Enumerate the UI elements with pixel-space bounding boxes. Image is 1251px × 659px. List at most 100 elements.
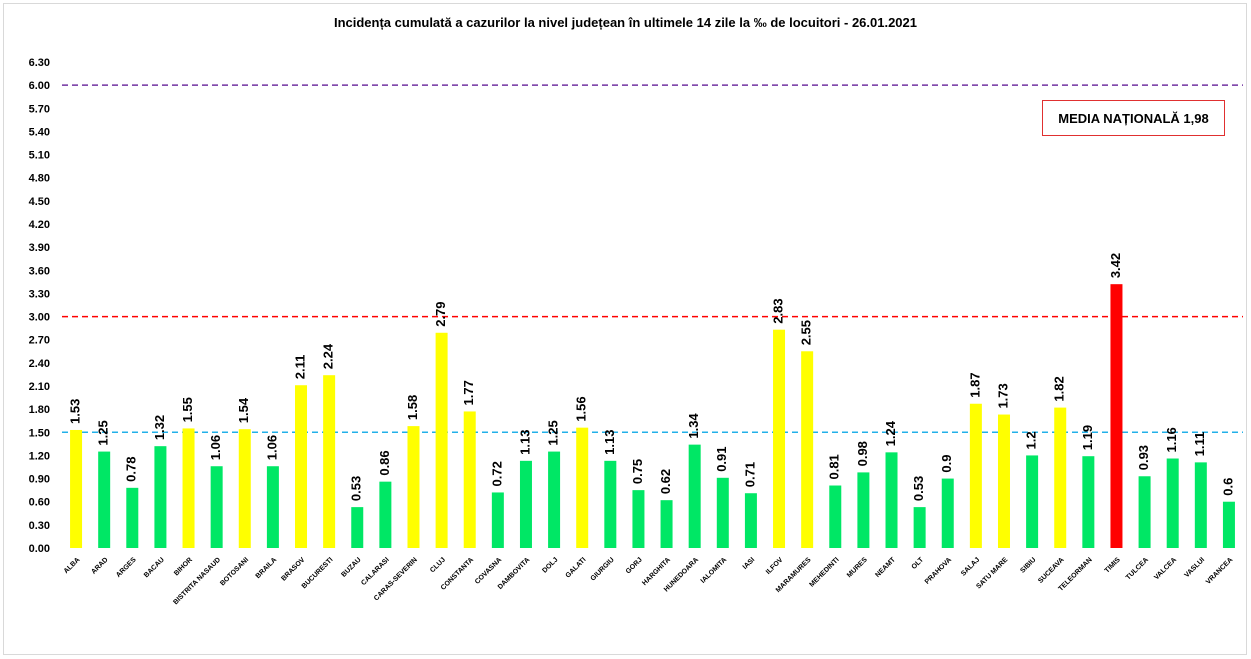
bar-value-label: 1.16 (1164, 427, 1179, 452)
bar (351, 507, 364, 548)
bar-value-label: 1.53 (67, 399, 82, 424)
bar (997, 414, 1010, 548)
bar (1222, 501, 1235, 548)
bar-value-label: 0.98 (855, 441, 870, 466)
national-average-label: MEDIA NAȚIONALĂ 1,98 (1042, 100, 1225, 136)
y-tick-label: 5.10 (29, 150, 50, 162)
bar-value-label: 2.79 (433, 301, 448, 326)
category-label: BOTOSANI (219, 556, 250, 587)
bar (407, 426, 420, 548)
category-label: IALOMITA (700, 556, 729, 585)
y-tick-label: 4.80 (29, 173, 50, 185)
bar-value-label: 0.81 (827, 454, 842, 479)
category-label: ALBA (63, 556, 82, 575)
bar (98, 451, 111, 548)
category-label: MEHEDINTI (809, 556, 841, 588)
bar-value-label: 1.11 (1192, 432, 1207, 457)
bar (744, 493, 757, 548)
bar (295, 385, 308, 548)
bar-value-label: 1.56 (574, 396, 589, 421)
bar-value-label: 3.42 (1108, 253, 1123, 278)
bar-value-label: 1.06 (264, 435, 279, 460)
bar (660, 500, 673, 548)
bar-value-label: 1.24 (883, 420, 898, 446)
category-label: VASLUI (1183, 556, 1206, 579)
bar (941, 478, 954, 548)
bar-value-label: 1.19 (1080, 425, 1095, 450)
bar (70, 429, 83, 548)
y-tick-label: 3.30 (29, 288, 50, 300)
bar (716, 477, 729, 548)
bar-value-label: 0.86 (377, 450, 392, 475)
bar-value-label: 0.71 (742, 462, 757, 487)
category-label: ARGES (115, 556, 138, 579)
category-label: MURES (846, 556, 869, 579)
bar-value-label: 0.53 (349, 476, 364, 501)
bar-value-label: 1.25 (546, 420, 561, 445)
category-label: BUZAU (340, 556, 362, 578)
bar-value-label: 0.91 (714, 446, 729, 471)
category-label: SUCEAVA (1037, 556, 1065, 584)
bar (491, 492, 504, 548)
bar (1054, 407, 1067, 548)
bar-value-label: 1.06 (208, 435, 223, 460)
bar (969, 403, 982, 548)
category-label: GIURGIU (590, 556, 616, 582)
category-label: BIHOR (173, 556, 194, 577)
category-label: ARAD (90, 556, 109, 575)
bar (688, 444, 701, 548)
bar (801, 351, 814, 548)
bar (154, 446, 167, 548)
bar-value-label: 0.62 (658, 469, 673, 494)
category-label: ILFOV (765, 556, 785, 576)
category-label: PRAHOVA (924, 556, 953, 585)
category-label: IASI (742, 556, 757, 571)
y-tick-label: 6.30 (29, 57, 50, 69)
y-tick-label: 4.20 (29, 219, 50, 231)
bar-value-label: 1.55 (180, 397, 195, 422)
category-label: VRANCEA (1205, 556, 1234, 585)
category-label: NEAMT (874, 556, 897, 579)
category-label: BRASOV (280, 556, 306, 582)
bar-value-label: 1.34 (686, 413, 701, 439)
chart-frame (3, 3, 1247, 655)
bar (913, 507, 926, 548)
bar-value-label: 0.75 (630, 459, 645, 484)
category-label: CLUJ (429, 556, 447, 574)
y-tick-label: 1.80 (29, 404, 50, 416)
y-tick-label: 2.70 (29, 335, 50, 347)
bar (548, 451, 561, 548)
bar-value-label: 1.54 (236, 397, 251, 423)
bar (210, 466, 223, 548)
y-tick-label: 0.30 (29, 520, 50, 532)
bar-value-label: 1.32 (152, 415, 167, 440)
bar (1110, 284, 1123, 548)
bar (1194, 462, 1207, 548)
bar (519, 460, 532, 548)
bar-value-label: 2.55 (799, 320, 814, 345)
bar-value-label: 0.6 (1220, 478, 1235, 496)
bar (463, 411, 476, 548)
bar (773, 329, 786, 548)
bar (435, 332, 448, 548)
bar (182, 428, 195, 548)
bar (885, 452, 898, 548)
bar-value-label: 0.78 (124, 457, 139, 482)
bar (857, 472, 870, 548)
bar-value-label: 0.53 (911, 476, 926, 501)
category-label: GALATI (565, 556, 588, 579)
bar-value-label: 1.2 (1024, 431, 1039, 449)
bar (1138, 476, 1151, 548)
bar (576, 427, 589, 548)
bar-value-label: 2.11 (292, 355, 307, 380)
category-label: SIBIU (1019, 556, 1037, 574)
y-tick-label: 0.00 (29, 543, 50, 555)
y-tick-label: 6.00 (29, 80, 50, 92)
y-tick-label: 3.60 (29, 265, 50, 277)
category-label: GORJ (625, 556, 644, 575)
category-label: COVASNA (474, 556, 503, 585)
bar (604, 460, 617, 548)
y-tick-label: 3.00 (29, 312, 50, 324)
bar (323, 375, 336, 548)
